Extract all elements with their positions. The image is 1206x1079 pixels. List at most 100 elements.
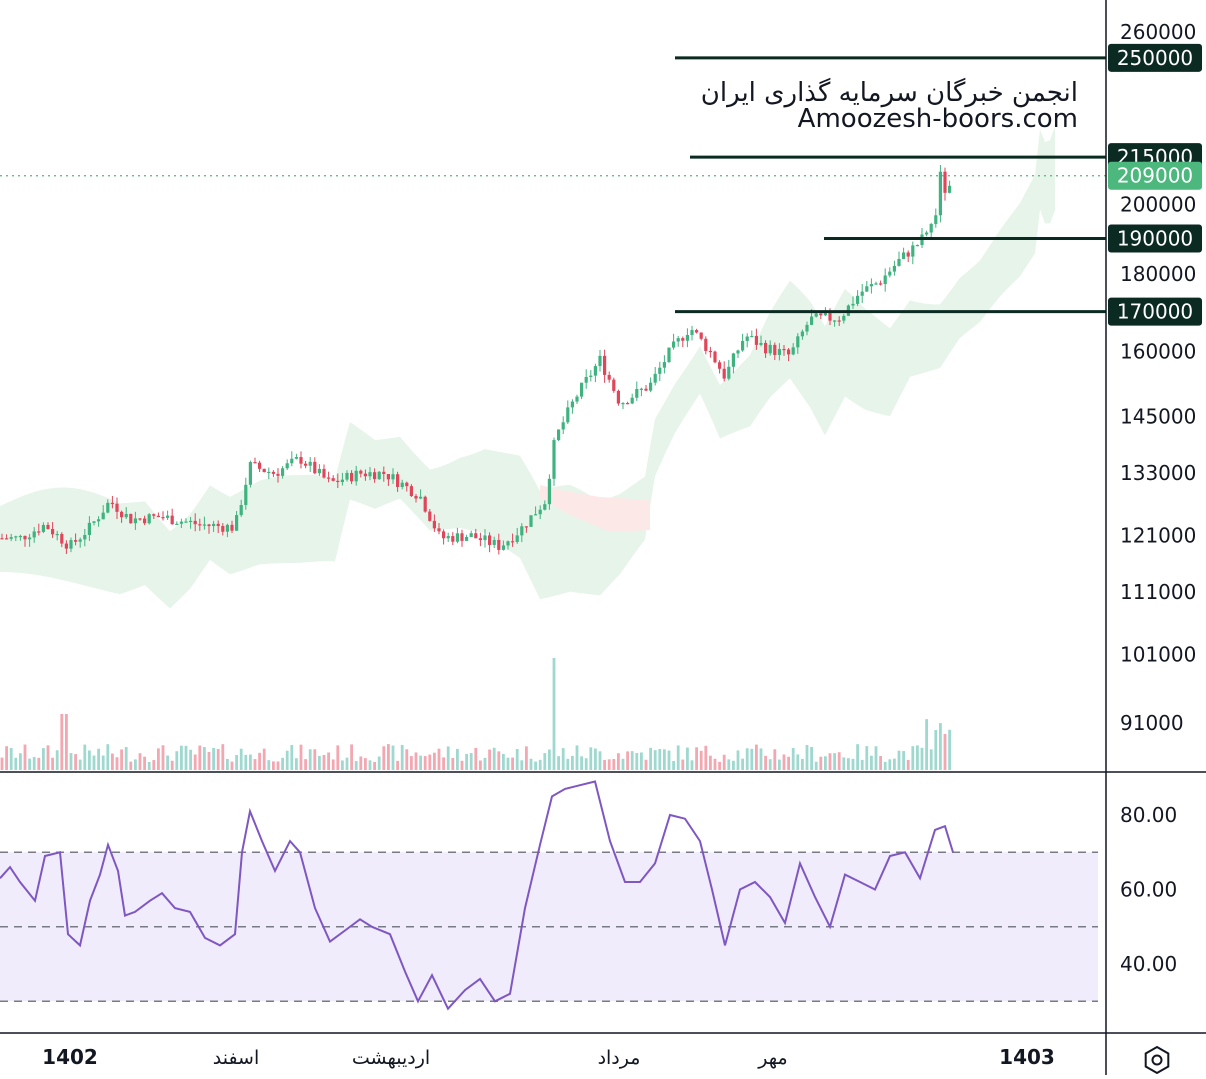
volume-bar: [906, 759, 910, 770]
candle-body: [892, 265, 896, 272]
volume-bar: [451, 757, 455, 770]
candle-body: [423, 496, 427, 512]
volume-bar: [267, 760, 271, 770]
candle-body: [690, 330, 694, 335]
candle-body: [207, 524, 211, 527]
price-tick-label: 101000: [1120, 642, 1196, 666]
candle-body: [74, 540, 78, 542]
candle-body: [736, 350, 740, 354]
volume-bar: [782, 754, 786, 770]
volume-bar: [46, 745, 50, 770]
volume-bar: [649, 747, 652, 770]
candle-body: [731, 353, 735, 367]
time-axis[interactable]: 1402 اسفند اردیبهشت مرداد مهر 1403: [42, 1045, 1055, 1069]
volume-bar: [341, 760, 344, 770]
volume-bar: [83, 744, 87, 770]
candle-body: [791, 347, 795, 355]
volume-bar: [101, 755, 105, 770]
candle-body: [796, 336, 800, 348]
volume-bar: [189, 749, 192, 770]
volume-bar: [791, 747, 795, 770]
settings-icon[interactable]: [1144, 1045, 1170, 1075]
volume-bar: [851, 758, 855, 770]
candle-body: [869, 284, 873, 287]
candle-body: [115, 503, 119, 512]
candle-body: [152, 514, 156, 516]
candle-body: [465, 536, 469, 541]
candle-body: [396, 474, 400, 488]
watermark-line2: Amoozesh-boors.com: [798, 104, 1078, 134]
candle-body: [184, 521, 188, 523]
candle-body: [281, 468, 285, 476]
volume-bar: [262, 748, 266, 770]
candle-body: [202, 524, 206, 526]
volume-bar: [534, 761, 537, 770]
volume-bar: [60, 714, 64, 770]
candle-body: [718, 362, 722, 369]
candle-body: [639, 388, 643, 390]
candle-body: [699, 332, 703, 339]
volume-bar: [295, 758, 298, 770]
price-tick-label: 180000: [1120, 262, 1196, 286]
candle-body: [455, 533, 459, 542]
candle-body: [327, 477, 331, 479]
volume-bar: [428, 754, 432, 770]
volume-bar: [442, 757, 445, 770]
volume-bar: [147, 761, 151, 770]
volume-bar: [847, 758, 850, 770]
candle-body: [110, 502, 114, 505]
candle-body: [221, 526, 225, 532]
volume-bar: [124, 747, 128, 770]
price-tick-label: 91000: [1120, 711, 1184, 735]
candle-body: [580, 382, 584, 397]
volume-bar: [653, 750, 657, 770]
volume-bar: [939, 723, 942, 770]
horizontal-levels[interactable]: [0, 56, 1106, 314]
volume-bar: [318, 755, 321, 770]
candle-body: [414, 496, 418, 499]
candle-body: [851, 303, 855, 306]
price-axis[interactable]: 260000 200000 180000 160000 145000 133000 1210…: [1120, 20, 1196, 735]
price-tick-label: 145000: [1120, 404, 1196, 428]
volume-bar: [276, 761, 280, 770]
volume-bar: [166, 755, 169, 770]
volume-bar: [111, 753, 114, 770]
candle-body: [276, 473, 280, 476]
volume-bar: [768, 759, 772, 770]
candle-body: [474, 533, 478, 539]
volume-bar: [837, 752, 841, 770]
time-tick-label: 1403: [999, 1045, 1055, 1069]
rsi-pane: [0, 780, 1098, 1011]
candle-body: [741, 340, 745, 351]
candle-body: [534, 514, 538, 516]
candle-body: [929, 223, 933, 233]
candle-body: [225, 524, 229, 532]
volume-bar: [722, 754, 726, 770]
candle-body: [874, 283, 878, 285]
candle-body: [212, 523, 216, 527]
candle-body: [51, 528, 55, 535]
candle-body: [345, 472, 349, 480]
candle-body: [906, 252, 910, 257]
ichimoku-cloud: [0, 126, 1055, 609]
volume-bar: [377, 756, 381, 770]
candle-body: [235, 515, 239, 531]
volume-bar: [253, 759, 257, 770]
volume-bar: [672, 760, 675, 770]
candle-body: [722, 368, 726, 379]
volume-bar: [745, 748, 749, 770]
candle-body: [9, 537, 13, 539]
volume-bar: [42, 748, 45, 770]
candle-body: [672, 341, 676, 348]
candle-body: [492, 539, 496, 545]
volume-bar: [842, 757, 846, 770]
rsi-axis[interactable]: 80.00 60.00 40.00: [1120, 803, 1177, 976]
candle-body: [37, 531, 41, 533]
volume-bar: [37, 757, 41, 770]
candle-body: [552, 440, 556, 479]
volume-bar: [55, 750, 59, 770]
candle-body: [879, 283, 883, 285]
volume-bar: [686, 747, 689, 770]
candle-body: [612, 379, 616, 391]
